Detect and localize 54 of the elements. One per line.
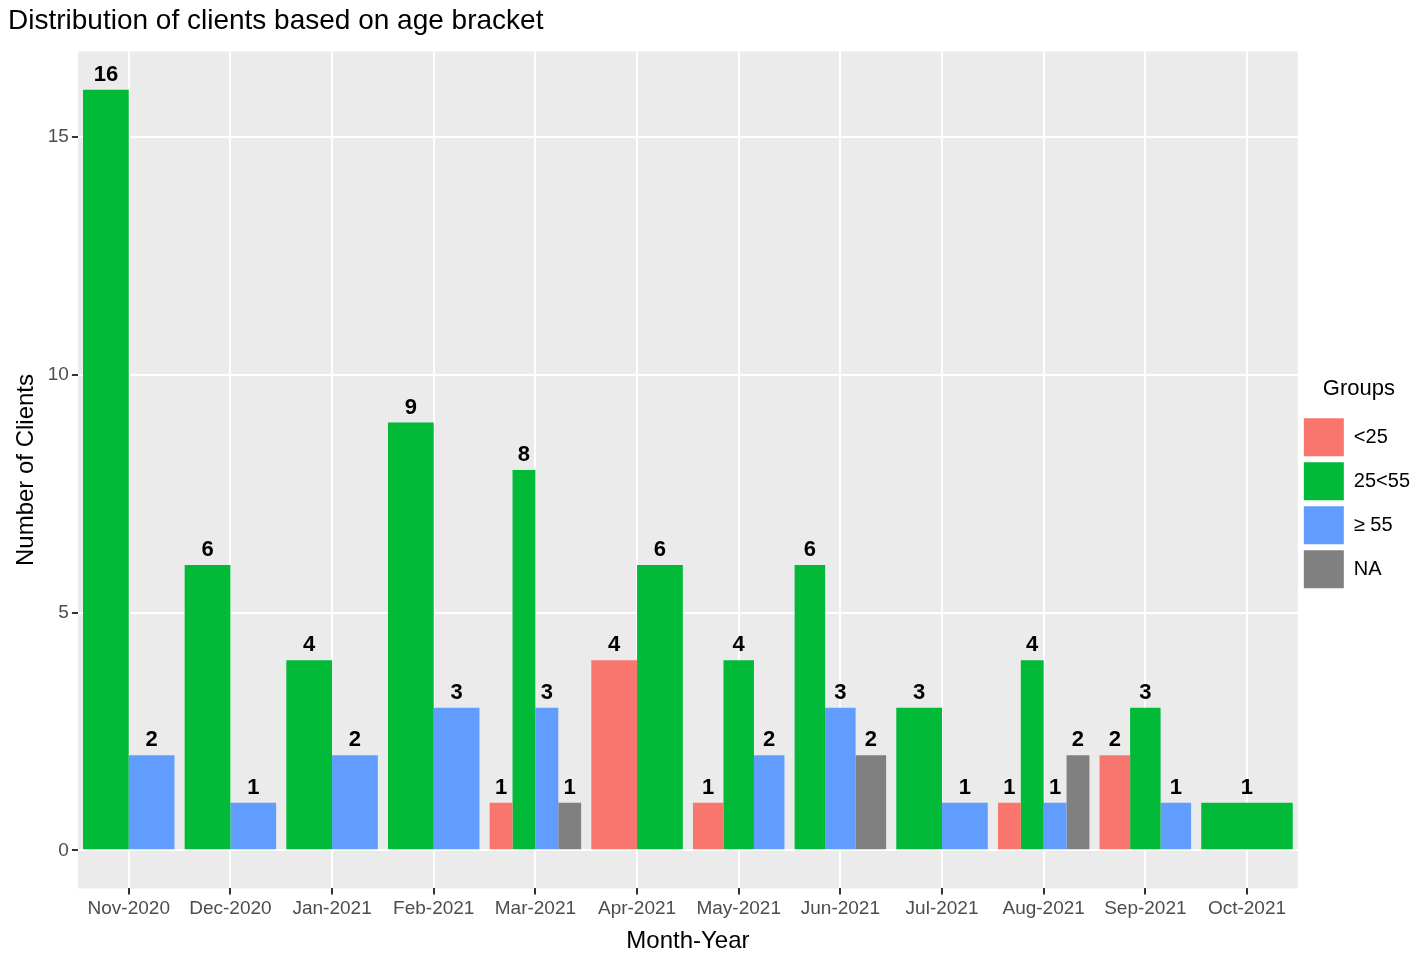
x-tick-label: Aug-2021 bbox=[1002, 897, 1085, 919]
data-label: 4 bbox=[608, 631, 622, 657]
y-tick-label: 15 bbox=[47, 125, 69, 147]
x-tick-label: Mar-2021 bbox=[494, 897, 577, 919]
legend-title: Groups bbox=[1322, 374, 1395, 400]
data-label: 4 bbox=[1026, 631, 1040, 657]
data-label: 2 bbox=[864, 726, 877, 752]
data-label: 2 bbox=[145, 726, 158, 752]
data-label: 1 bbox=[1003, 773, 1016, 799]
y-axis-title: Number of Clients bbox=[11, 373, 39, 567]
x-tick-label: Jun-2021 bbox=[800, 897, 880, 919]
data-label: 2 bbox=[1071, 726, 1085, 752]
x-tick-label: Dec-2020 bbox=[189, 897, 272, 919]
data-label: 4 bbox=[303, 631, 317, 657]
data-label: 3 bbox=[913, 678, 926, 704]
data-label: 6 bbox=[653, 536, 667, 562]
legend-label: 25<55 bbox=[1353, 468, 1410, 491]
y-tick-label: 10 bbox=[47, 363, 69, 385]
x-tick-label: May-2021 bbox=[696, 897, 781, 919]
data-label: 2 bbox=[348, 726, 362, 752]
data-label: 8 bbox=[517, 441, 531, 467]
data-label: 16 bbox=[93, 60, 119, 86]
legend-label: NA bbox=[1353, 556, 1383, 579]
chart-title: Distribution of clients based on age bracket bbox=[8, 3, 544, 35]
x-axis-title: Month-Year bbox=[626, 926, 750, 954]
x-tick-label: Nov-2020 bbox=[87, 897, 170, 919]
data-label: 2 bbox=[1108, 726, 1121, 752]
data-label: 1 bbox=[1169, 773, 1182, 799]
data-label: 1 bbox=[958, 773, 972, 799]
data-label: 6 bbox=[803, 536, 816, 562]
data-label: 1 bbox=[563, 773, 576, 799]
legend-label: <25 bbox=[1353, 424, 1388, 447]
data-label: 3 bbox=[834, 678, 847, 704]
data-label: 1 bbox=[247, 773, 260, 799]
x-tick-label: Feb-2021 bbox=[393, 897, 475, 919]
data-label: 6 bbox=[201, 536, 214, 562]
data-label: 1 bbox=[494, 773, 508, 799]
x-tick-label: Jul-2021 bbox=[905, 897, 979, 919]
data-label: 4 bbox=[732, 631, 746, 657]
data-label: 9 bbox=[404, 393, 417, 419]
data-label: 3 bbox=[540, 678, 553, 704]
legend-label: ≥ 55 bbox=[1353, 512, 1393, 535]
y-tick-label: 5 bbox=[58, 600, 69, 622]
data-label: 3 bbox=[450, 678, 463, 704]
x-tick-label: Oct-2021 bbox=[1207, 897, 1287, 919]
data-label: 3 bbox=[1139, 678, 1152, 704]
data-label: 2 bbox=[763, 726, 776, 752]
y-tick-label: 0 bbox=[58, 838, 69, 860]
data-label: 1 bbox=[1240, 773, 1254, 799]
x-tick-label: Sep-2021 bbox=[1104, 897, 1187, 919]
data-label: 1 bbox=[1048, 773, 1062, 799]
x-tick-label: Apr-2021 bbox=[597, 897, 677, 919]
x-tick-label: Jan-2021 bbox=[292, 897, 372, 919]
data-label: 1 bbox=[702, 773, 715, 799]
